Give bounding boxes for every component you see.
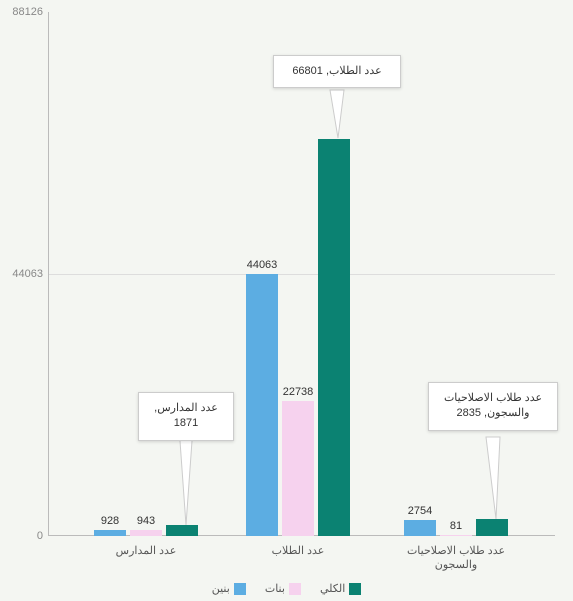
ytick-min: 0: [3, 530, 43, 542]
legend-item-0: بنين: [212, 582, 246, 595]
legend-swatch-2: [349, 583, 361, 595]
bar[interactable]: [130, 530, 162, 536]
legend-swatch-0: [234, 583, 246, 595]
bar-value-label: 22738: [283, 386, 314, 398]
legend: بنين بنات الكلي: [0, 582, 573, 595]
bar[interactable]: [282, 401, 314, 536]
x-axis-label: عدد الطلاب: [233, 544, 363, 558]
x-axis-label: عدد المدارس: [81, 544, 211, 558]
bar-value-label: 2754: [408, 505, 432, 517]
bar[interactable]: [94, 530, 126, 536]
bar[interactable]: [246, 274, 278, 536]
bar[interactable]: [166, 525, 198, 536]
bar[interactable]: [318, 139, 350, 536]
bar-value-label: 928: [101, 515, 119, 527]
bar-value-label: 81: [450, 520, 462, 532]
bar[interactable]: [476, 519, 508, 536]
legend-item-2: الكلي: [320, 582, 361, 595]
legend-label-2: الكلي: [320, 583, 345, 595]
bar[interactable]: [440, 535, 472, 536]
legend-label-1: بنات: [265, 583, 285, 595]
bar[interactable]: [404, 520, 436, 536]
legend-item-1: بنات: [265, 582, 301, 595]
ytick-mid: 44063: [3, 268, 43, 280]
bars-layer: 928 943 44063 22738 2754 81: [48, 12, 555, 536]
legend-label-0: بنين: [212, 583, 230, 595]
x-axis-label: عدد طلاب الاصلاحيات والسجون: [391, 544, 521, 573]
bar-value-label: 44063: [247, 259, 278, 271]
legend-swatch-1: [289, 583, 301, 595]
bar-value-label: 943: [137, 515, 155, 527]
ytick-max: 88126: [3, 6, 43, 18]
